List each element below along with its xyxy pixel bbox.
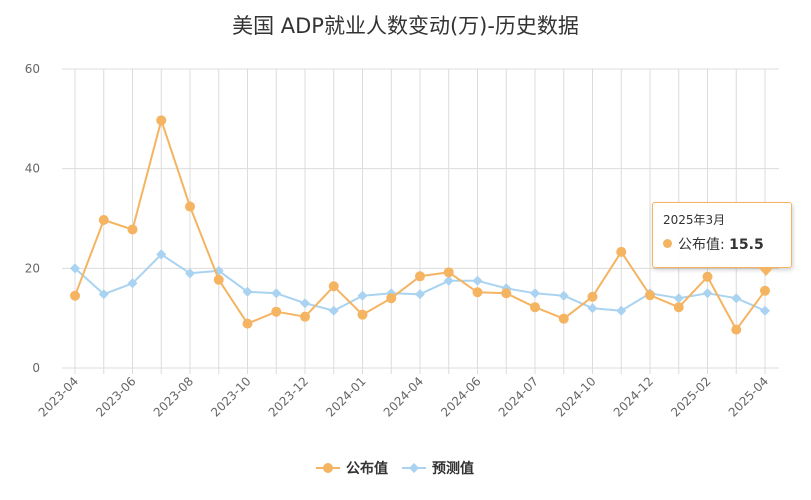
data-point[interactable] <box>443 267 454 278</box>
tooltip-pointer <box>758 267 774 276</box>
data-point[interactable] <box>731 293 742 304</box>
tooltip-series-label: 公布值 <box>678 237 720 253</box>
data-point[interactable] <box>472 275 483 286</box>
legend-item[interactable]: 公布值 <box>316 460 388 477</box>
data-point[interactable] <box>70 263 80 274</box>
x-tick-label: 2024-01 <box>323 374 368 419</box>
x-tick-label: 2023-04 <box>36 374 81 419</box>
data-point[interactable] <box>760 285 770 296</box>
chart-title: 美国 ADP就业人数变动(万)-历史数据 <box>232 14 579 38</box>
x-tick-label: 2023-10 <box>208 374 253 419</box>
series-lines <box>70 115 770 335</box>
legend-label: 公布值 <box>346 460 388 477</box>
data-point[interactable] <box>185 268 195 279</box>
data-point[interactable] <box>156 249 167 260</box>
data-point[interactable] <box>300 311 310 322</box>
data-point[interactable] <box>127 224 138 235</box>
data-point[interactable] <box>530 302 540 313</box>
x-tick-label: 2024-12 <box>611 374 656 419</box>
data-point[interactable] <box>443 275 454 286</box>
x-tick-label: 2024-10 <box>553 374 598 419</box>
tooltip-row: 公布值: 15.5 <box>663 234 781 254</box>
x-tick-label: 2024-07 <box>496 374 541 419</box>
data-point[interactable] <box>731 324 742 335</box>
data-point[interactable] <box>242 286 253 297</box>
legend-marker-icon <box>323 463 333 473</box>
data-point[interactable] <box>415 289 425 300</box>
data-point[interactable] <box>702 271 713 282</box>
x-tick-label: 2023-08 <box>151 374 196 419</box>
data-point[interactable] <box>271 306 282 317</box>
data-point[interactable] <box>587 303 598 314</box>
tooltip: 2025年3月 公布值: 15.5 <box>652 202 792 268</box>
data-point[interactable] <box>501 288 512 299</box>
data-point[interactable] <box>386 293 397 304</box>
legend-item[interactable]: 预测值 <box>402 460 474 477</box>
data-point[interactable] <box>357 309 368 320</box>
legend-marker-icon <box>409 463 419 473</box>
data-point[interactable] <box>616 246 627 257</box>
data-point[interactable] <box>558 290 569 301</box>
data-point[interactable] <box>645 290 655 301</box>
data-point[interactable] <box>127 278 138 289</box>
data-point[interactable] <box>616 305 627 316</box>
x-tick-label: 2024-04 <box>381 374 426 419</box>
data-point[interactable] <box>673 293 684 304</box>
data-point[interactable] <box>242 318 253 329</box>
data-point[interactable] <box>357 290 368 301</box>
legend-label: 预测值 <box>432 460 474 477</box>
x-tick-label: 2023-06 <box>93 374 138 419</box>
x-tick-label: 2025-04 <box>726 374 771 419</box>
data-point[interactable] <box>213 274 224 285</box>
data-point[interactable] <box>702 288 713 299</box>
data-point[interactable] <box>673 302 684 313</box>
tooltip-value: 15.5 <box>729 237 764 253</box>
x-tick-label: 2024-06 <box>438 374 483 419</box>
x-tick-label: 2023-12 <box>266 374 311 419</box>
y-tick-label: 40 <box>25 162 40 176</box>
data-point[interactable] <box>530 288 540 299</box>
data-point[interactable] <box>300 298 310 309</box>
data-point[interactable] <box>587 291 598 302</box>
data-point[interactable] <box>98 214 109 225</box>
series-actual <box>70 115 770 335</box>
data-point[interactable] <box>70 290 80 301</box>
legend: 公布值 预测值 <box>316 460 474 477</box>
tooltip-date: 2025年3月 <box>663 213 726 227</box>
data-point[interactable] <box>472 287 483 298</box>
y-tick-label: 20 <box>25 261 40 275</box>
data-point[interactable] <box>185 201 195 212</box>
tooltip-marker-icon <box>663 239 672 248</box>
data-point[interactable] <box>558 313 569 324</box>
data-point[interactable] <box>328 281 339 292</box>
y-tick-label: 60 <box>25 62 40 76</box>
x-tick-label: 2025-02 <box>668 374 713 419</box>
data-point[interactable] <box>271 288 282 299</box>
data-point[interactable] <box>156 115 167 126</box>
y-tick-label: 0 <box>32 361 40 375</box>
data-point[interactable] <box>760 305 770 316</box>
data-point[interactable] <box>98 289 109 300</box>
data-point[interactable] <box>328 305 339 316</box>
data-point[interactable] <box>415 271 425 282</box>
